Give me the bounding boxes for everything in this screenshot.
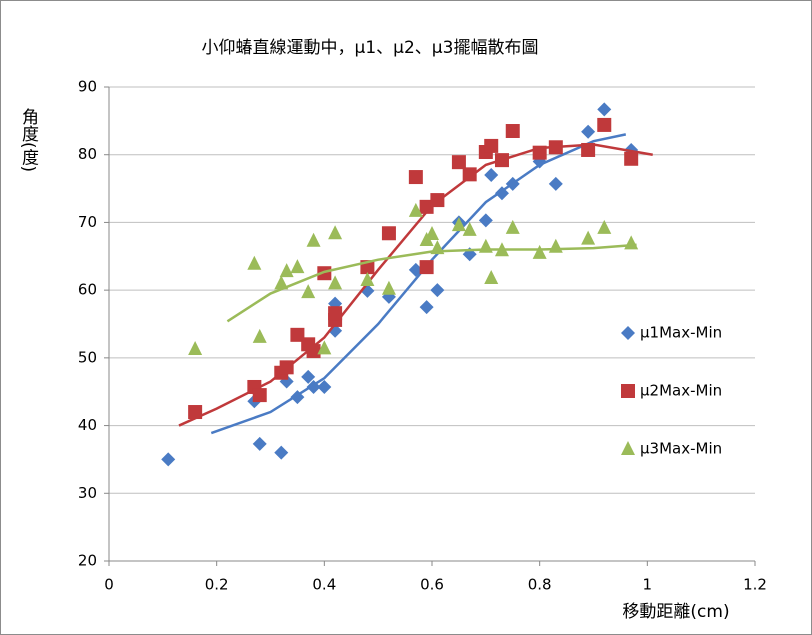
y-tick-label: 40 xyxy=(78,416,97,434)
marker xyxy=(624,151,639,166)
marker xyxy=(532,145,547,160)
marker xyxy=(505,176,520,191)
y-tick-label: 70 xyxy=(78,213,97,231)
marker xyxy=(430,240,445,255)
marker xyxy=(419,260,434,275)
marker xyxy=(581,230,596,245)
chart-title: 小仰蝽直線運動中，μ1、μ2、μ3擺幅散布圖 xyxy=(202,38,539,58)
marker xyxy=(419,199,434,214)
marker xyxy=(548,140,563,155)
marker xyxy=(381,226,396,241)
legend-marker xyxy=(621,384,635,398)
marker xyxy=(161,452,176,467)
marker xyxy=(548,238,563,253)
marker xyxy=(597,102,612,117)
marker xyxy=(247,255,262,270)
marker xyxy=(597,219,612,234)
x-tick-label: 1.2 xyxy=(743,576,767,594)
marker xyxy=(484,138,499,153)
marker xyxy=(290,259,305,274)
marker xyxy=(494,153,509,168)
marker xyxy=(301,369,316,384)
marker xyxy=(306,232,321,247)
marker xyxy=(317,340,332,355)
x-tick-label: 0.8 xyxy=(528,576,552,594)
marker xyxy=(484,168,499,183)
marker xyxy=(494,186,509,201)
legend-marker xyxy=(621,441,635,455)
x-tick-label: 0 xyxy=(104,576,114,594)
y-tick-label: 30 xyxy=(78,484,97,502)
marker xyxy=(317,379,332,394)
legend-label: μ3Max-Min xyxy=(640,440,722,458)
x-tick-label: 1 xyxy=(643,576,653,594)
marker xyxy=(532,244,547,259)
marker xyxy=(451,217,466,232)
marker xyxy=(188,341,203,356)
marker xyxy=(306,344,321,359)
marker xyxy=(462,167,477,182)
marker xyxy=(494,242,509,257)
y-axis-label: 角度(度) xyxy=(18,108,39,172)
marker xyxy=(419,300,434,315)
marker xyxy=(274,275,289,290)
marker xyxy=(301,284,316,299)
marker xyxy=(252,436,267,451)
marker xyxy=(484,269,499,284)
marker xyxy=(581,142,596,157)
legend-marker xyxy=(621,326,635,340)
legend-label: μ1Max-Min xyxy=(640,324,722,342)
marker xyxy=(451,155,466,170)
marker xyxy=(462,221,477,236)
marker xyxy=(425,225,439,240)
y-tick-label: 90 xyxy=(78,78,97,96)
marker xyxy=(279,360,294,375)
marker xyxy=(274,445,289,460)
marker xyxy=(430,283,445,298)
x-tick-label: 0.2 xyxy=(205,576,229,594)
marker xyxy=(290,327,305,342)
marker xyxy=(317,266,332,281)
marker xyxy=(478,213,493,228)
legend-label: μ2Max-Min xyxy=(640,382,722,400)
marker xyxy=(408,202,423,217)
marker xyxy=(381,280,396,295)
y-tick-label: 50 xyxy=(78,348,97,366)
marker xyxy=(360,271,375,286)
marker xyxy=(328,225,343,240)
trend-line xyxy=(210,133,627,435)
marker xyxy=(252,328,267,343)
y-tick-label: 60 xyxy=(78,281,97,299)
trend-line xyxy=(178,143,653,427)
x-tick-label: 0.6 xyxy=(420,576,444,594)
marker xyxy=(290,390,305,405)
marker xyxy=(279,263,294,278)
marker xyxy=(306,379,321,394)
marker xyxy=(505,219,520,234)
marker xyxy=(624,235,639,250)
y-tick-label: 80 xyxy=(78,145,97,163)
marker xyxy=(548,176,563,191)
marker xyxy=(408,170,423,185)
marker xyxy=(430,193,445,208)
marker xyxy=(328,275,343,290)
marker xyxy=(581,124,596,139)
marker xyxy=(328,306,343,321)
marker xyxy=(252,388,267,403)
marker xyxy=(478,238,493,253)
x-tick-label: 0.4 xyxy=(312,576,336,594)
marker xyxy=(597,117,612,132)
marker xyxy=(188,405,203,420)
marker xyxy=(505,124,520,139)
y-tick-label: 20 xyxy=(78,552,97,570)
x-axis-label: 移動距離(cm) xyxy=(622,602,729,622)
marker xyxy=(408,262,423,277)
